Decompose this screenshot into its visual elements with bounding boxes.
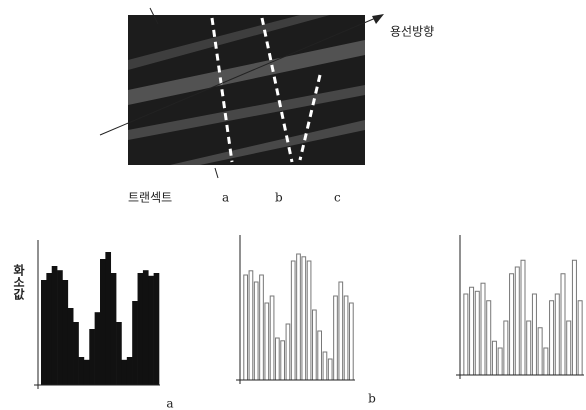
x-axis-label: b — [368, 392, 376, 406]
bar — [260, 275, 264, 380]
bar — [270, 296, 274, 380]
bar — [492, 341, 496, 375]
bar — [68, 308, 74, 385]
bar — [148, 276, 154, 385]
bar — [475, 291, 479, 375]
bar — [79, 357, 85, 385]
bar — [249, 271, 253, 380]
bar — [127, 357, 133, 385]
weld-image — [100, 8, 384, 178]
bar — [52, 266, 58, 385]
bar — [561, 274, 565, 375]
bar — [89, 329, 95, 385]
bar — [105, 252, 111, 385]
bar — [481, 283, 485, 375]
bar — [572, 260, 576, 375]
bar — [95, 312, 101, 385]
bar — [487, 301, 491, 375]
bar — [521, 260, 525, 375]
bar — [318, 331, 322, 380]
transect-label: 트랜섹트 — [128, 191, 172, 205]
bar — [538, 328, 542, 375]
bar — [254, 282, 258, 380]
bar — [498, 348, 502, 375]
line-label: c — [334, 191, 341, 205]
bar — [307, 261, 311, 380]
bar — [328, 359, 332, 380]
bar — [138, 273, 144, 385]
bar — [515, 267, 519, 375]
figure: 용선방향 트랜섹트 a b c 화소값 a b — [0, 0, 586, 410]
bar — [567, 321, 571, 375]
bar — [143, 270, 149, 385]
x-axis-label: a — [166, 397, 173, 410]
bar — [313, 310, 317, 380]
bar — [286, 324, 290, 380]
direction-label: 용선방향 — [390, 25, 434, 39]
line-label: a — [222, 191, 229, 205]
bar — [532, 294, 536, 375]
bar — [154, 273, 160, 385]
bar — [527, 321, 531, 375]
bar — [578, 301, 582, 375]
bar — [555, 294, 559, 375]
bar — [504, 321, 508, 375]
bar — [291, 261, 295, 380]
bar — [73, 322, 79, 385]
bar — [132, 301, 138, 385]
bar — [84, 360, 90, 385]
bar — [46, 273, 52, 385]
bar — [510, 274, 514, 375]
bar — [57, 270, 63, 385]
bar — [41, 280, 47, 385]
bar — [323, 352, 327, 380]
bar — [334, 296, 338, 380]
bar — [302, 257, 306, 380]
y-axis-label: 화소값 — [12, 263, 26, 301]
bar — [116, 322, 122, 385]
bar — [464, 294, 468, 375]
bar — [544, 348, 548, 375]
bar — [121, 360, 127, 385]
bar — [470, 287, 474, 375]
bar — [276, 338, 280, 380]
bar — [244, 275, 248, 380]
bar — [344, 296, 348, 380]
line-label: b — [275, 191, 283, 205]
bar — [550, 301, 554, 375]
bar — [62, 280, 68, 385]
bar — [350, 303, 354, 380]
bar — [100, 259, 106, 385]
bar — [265, 303, 269, 380]
bar — [339, 282, 343, 380]
bar — [111, 273, 117, 385]
bar — [281, 341, 285, 380]
bar — [297, 254, 301, 380]
